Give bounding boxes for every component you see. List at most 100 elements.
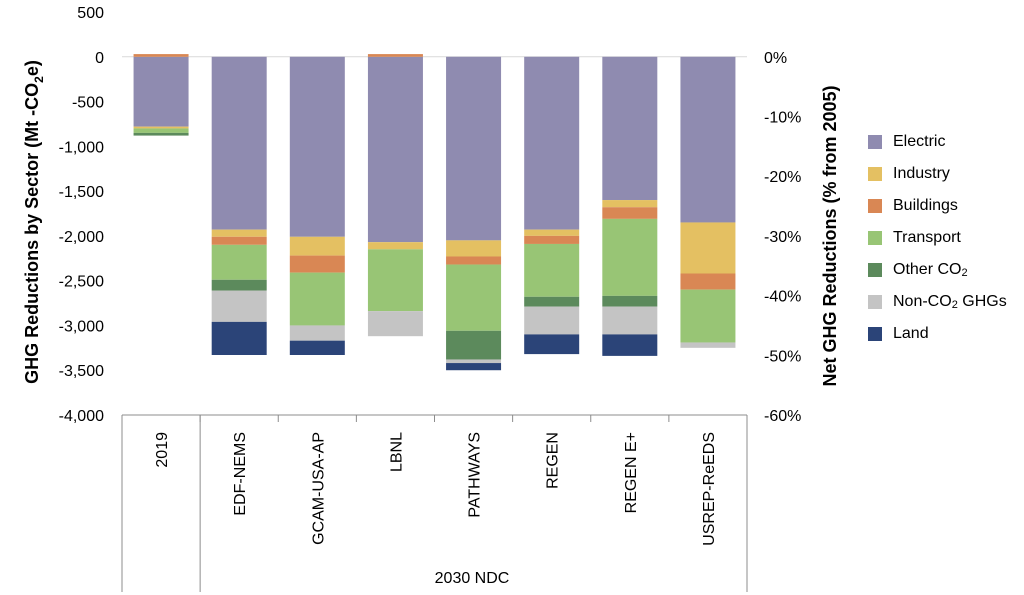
y-tick-label-right: -10%	[764, 109, 801, 126]
bar-segment	[133, 128, 189, 133]
bar-segment	[446, 264, 502, 331]
bar-segment	[602, 218, 658, 296]
y-tick-label-left: 500	[77, 5, 104, 22]
legend-swatch	[868, 327, 882, 341]
bar-segment	[289, 236, 345, 256]
y-tick-label-right: 0%	[764, 50, 787, 67]
category-label: USREP-ReEDS	[701, 432, 718, 546]
y-tick-label-right: -30%	[764, 229, 801, 246]
bar-segment	[211, 56, 267, 230]
bar-segment	[289, 325, 345, 341]
y-tick-label-left: -3,500	[59, 363, 104, 380]
y-axis-label-left: GHG Reductions by Sector (Mt -CO2e)	[22, 60, 46, 384]
legend-label: Industry	[893, 165, 950, 182]
legend-item: Buildings	[868, 190, 1007, 222]
bar-segment	[289, 56, 345, 237]
y-tick-label-left: -4,000	[59, 408, 104, 425]
bar-segment	[211, 321, 267, 355]
y-tick-label-left: -1,000	[59, 139, 104, 156]
category-label: GCAM-USA-AP	[310, 432, 327, 545]
y-tick-label-left: -3,000	[59, 318, 104, 335]
legend-item: Industry	[868, 158, 1007, 190]
bar-segment	[680, 342, 736, 348]
bar-segment	[524, 56, 580, 230]
bar-segment	[446, 256, 502, 265]
y-axis-label-right: Net GHG Reductions (% from 2005)	[820, 85, 840, 386]
legend-label: Electric	[893, 133, 946, 150]
legend-item: Transport	[868, 222, 1007, 254]
legend-label: Other CO2	[893, 261, 968, 279]
bar-segment	[602, 207, 658, 219]
bar-segment	[211, 244, 267, 280]
y-tick-label-right: -50%	[764, 348, 801, 365]
bar-segment	[133, 132, 189, 136]
bar-segment	[446, 56, 502, 241]
legend-swatch	[868, 231, 882, 245]
bar-segment	[524, 296, 580, 307]
bar-segment	[602, 334, 658, 356]
y-tick-label-left: -500	[72, 95, 104, 112]
bar-segment	[680, 273, 736, 290]
legend-swatch	[868, 167, 882, 181]
legend-swatch	[868, 135, 882, 149]
y-tick-label-left: -1,500	[59, 184, 104, 201]
bar-segment	[289, 255, 345, 273]
bar-segment	[602, 306, 658, 335]
bar-segment	[602, 56, 658, 201]
bar-segment	[211, 279, 267, 291]
category-group-label: 2030 NDC	[435, 570, 510, 587]
bar-segment	[602, 295, 658, 307]
bar-segment	[367, 56, 423, 243]
y-tick-label-left: -2,000	[59, 229, 104, 246]
bar-segment	[133, 54, 189, 57]
y-tick-label-right: -20%	[764, 169, 801, 186]
bar-segment	[367, 242, 423, 250]
bar-segment	[367, 311, 423, 337]
legend-item: Other CO2	[868, 254, 1007, 286]
category-label: PATHWAYS	[467, 432, 484, 518]
legend: Electric Industry Buildings Transport Other …	[868, 126, 1007, 350]
legend-label: Land	[893, 325, 929, 342]
y-tick-label-left: 0	[95, 50, 104, 67]
category-label: 2019	[154, 432, 171, 468]
bar-segment	[289, 272, 345, 326]
bar-segment	[446, 359, 502, 364]
bar-segment	[680, 289, 736, 343]
bar-segment	[524, 235, 580, 244]
bar-segment	[211, 290, 267, 322]
y-tick-label-left: -2,500	[59, 274, 104, 291]
legend-label: Buildings	[893, 197, 958, 214]
category-label: EDF-NEMS	[232, 432, 249, 516]
bar-segment	[367, 249, 423, 312]
legend-label: Non-CO2 GHGs	[893, 293, 1007, 311]
bar-segment	[446, 363, 502, 371]
y-tick-label-right: -40%	[764, 289, 801, 306]
bar-segment	[524, 306, 580, 335]
category-label: REGEN E+	[623, 432, 640, 513]
bar-segment	[602, 200, 658, 208]
legend-swatch	[868, 295, 882, 309]
legend-swatch	[868, 263, 882, 277]
legend-item: Non-CO2 GHGs	[868, 286, 1007, 318]
bar-segment	[133, 126, 189, 129]
bar-segment	[211, 236, 267, 245]
bar-segment	[133, 56, 189, 127]
bar-segment	[446, 330, 502, 360]
bar-segment	[680, 56, 736, 223]
y-tick-label-right: -60%	[764, 408, 801, 425]
legend-swatch	[868, 199, 882, 213]
bar-segment	[680, 222, 736, 274]
legend-item: Electric	[868, 126, 1007, 158]
category-label: LBNL	[388, 432, 405, 472]
bar-segment	[524, 229, 580, 236]
bar-segment	[367, 54, 423, 57]
category-label: REGEN	[545, 432, 562, 489]
legend-item: Land	[868, 318, 1007, 350]
bar-segment	[446, 240, 502, 257]
legend-label: Transport	[893, 229, 961, 246]
bar-segment	[524, 243, 580, 297]
bar-segment	[211, 229, 267, 237]
bar-segment	[289, 340, 345, 355]
bar-segment	[524, 334, 580, 355]
